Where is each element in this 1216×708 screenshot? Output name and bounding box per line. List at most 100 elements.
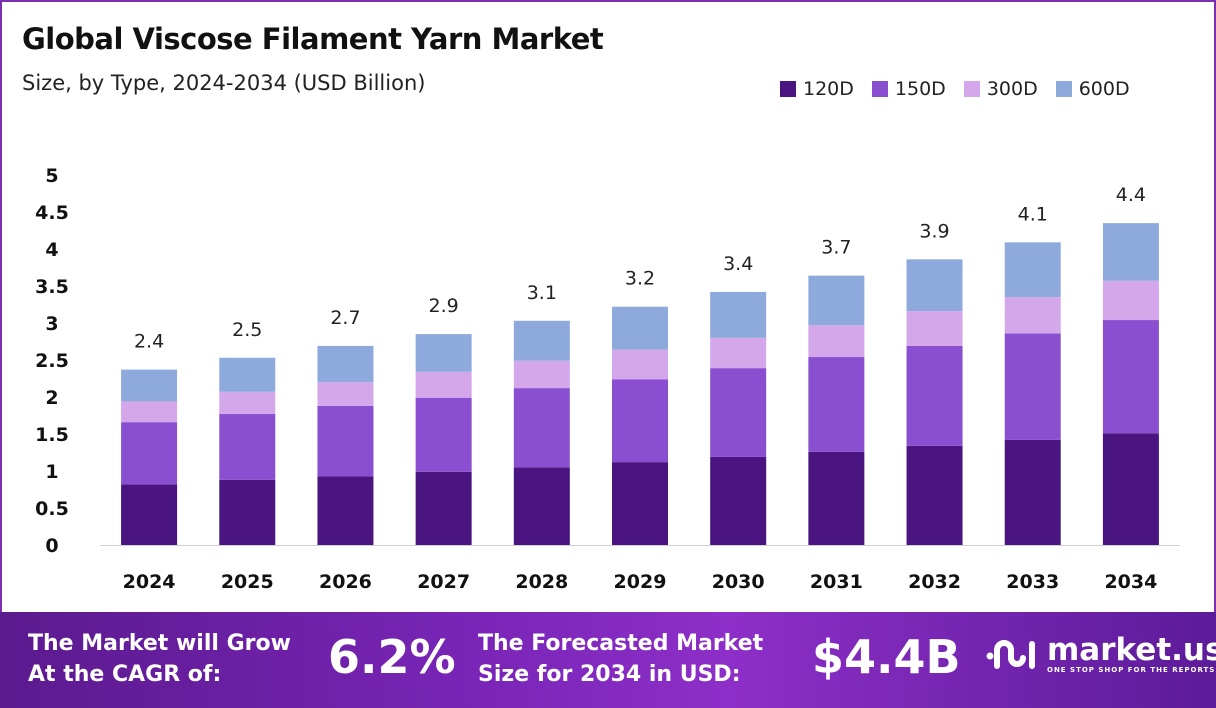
total-label: 2.4 <box>134 331 164 353</box>
y-tick-label: 1 <box>45 461 58 483</box>
bar-segment-300D-2024 <box>121 401 178 423</box>
bar-segment-120D-2032 <box>906 445 963 545</box>
x-tick-label: 2028 <box>515 571 568 593</box>
chart-title: Global Viscose Filament Yarn Market <box>22 22 604 56</box>
legend-label: 300D <box>986 78 1038 100</box>
logo-icon <box>986 640 1035 669</box>
bar-segment-600D-2025 <box>219 357 276 392</box>
bar-segment-600D-2028 <box>513 320 570 361</box>
total-label: 3.9 <box>919 220 949 242</box>
y-tick-label: 0 <box>45 535 58 557</box>
forecast-label: The Forecasted Market Size for 2034 in U… <box>478 628 763 690</box>
bar-segment-120D-2025 <box>219 479 276 545</box>
x-tick-label: 2034 <box>1104 571 1157 593</box>
bar-segment-300D-2034 <box>1102 280 1159 321</box>
bar-segment-300D-2030 <box>710 337 767 369</box>
legend-item-150D: 150D <box>871 78 946 100</box>
bar-segment-150D-2026 <box>317 405 374 477</box>
bar-segment-600D-2031 <box>808 275 865 326</box>
bar-segment-120D-2027 <box>415 471 472 545</box>
bar-segment-600D-2027 <box>415 334 472 372</box>
legend-label: 150D <box>894 78 946 100</box>
footer-banner: The Market will Grow At the CAGR of: 6.2… <box>0 612 1216 708</box>
total-label: 2.5 <box>232 319 262 341</box>
x-tick-label: 2033 <box>1006 571 1059 593</box>
bar-segment-600D-2026 <box>317 345 374 383</box>
legend-label: 120D <box>803 78 854 100</box>
legend-label: 600D <box>1078 78 1130 100</box>
chart-subtitle: Size, by Type, 2024-2034 (USD Billion) <box>22 71 426 95</box>
legend: 120D 150D 300D 600D <box>780 78 1130 100</box>
bar-segment-150D-2025 <box>219 414 276 480</box>
legend-swatch <box>1055 81 1072 97</box>
y-tick-label: 0.5 <box>35 498 69 520</box>
bar-segment-300D-2032 <box>906 311 963 346</box>
logo-name: market.us <box>1047 632 1216 668</box>
bar-segment-600D-2030 <box>710 291 767 338</box>
forecast-value: $4.4B <box>812 630 961 684</box>
total-label: 3.1 <box>527 282 557 304</box>
bar-segment-120D-2030 <box>710 456 767 545</box>
bar-segment-150D-2028 <box>513 388 570 468</box>
y-tick-label: 1.5 <box>35 424 69 446</box>
y-tick-label: 2.5 <box>35 350 69 372</box>
cagr-label-line2: At the CAGR of: <box>28 662 222 687</box>
bar-segment-300D-2027 <box>415 371 472 398</box>
total-label: 3.4 <box>723 253 753 275</box>
legend-swatch <box>963 81 980 97</box>
total-label: 2.9 <box>429 295 459 317</box>
bar-segment-150D-2034 <box>1102 320 1159 434</box>
y-tick-label: 3.5 <box>35 276 69 298</box>
y-tick-label: 4 <box>45 239 58 261</box>
bar-segment-600D-2032 <box>906 259 963 312</box>
total-label: 4.1 <box>1018 203 1048 225</box>
bar-segment-300D-2029 <box>612 349 668 380</box>
x-tick-label: 2027 <box>417 571 470 593</box>
forecast-label-line2: Size for 2034 in USD: <box>478 662 741 687</box>
y-tick-label: 4.5 <box>35 202 69 224</box>
bar-segment-150D-2032 <box>906 345 963 446</box>
y-tick-label: 3 <box>45 313 58 335</box>
market-us-logo: market.us ONE STOP SHOP FOR THE REPORTS <box>985 634 1216 674</box>
bar-segment-300D-2028 <box>513 360 570 389</box>
y-tick-label: 2 <box>45 387 58 409</box>
legend-item-120D: 120D <box>780 78 854 100</box>
logo-tagline: ONE STOP SHOP FOR THE REPORTS <box>1047 666 1216 674</box>
cagr-label: The Market will Grow At the CAGR of: <box>28 628 291 690</box>
bar-segment-600D-2029 <box>612 306 668 350</box>
bar-segment-150D-2029 <box>612 379 668 463</box>
total-label: 3.2 <box>625 268 655 290</box>
x-tick-label: 2029 <box>614 571 667 593</box>
forecast-label-line1: The Forecasted Market <box>478 631 764 656</box>
legend-swatch <box>780 81 796 97</box>
bar-segment-600D-2024 <box>121 369 178 402</box>
bar-segment-120D-2029 <box>612 462 668 545</box>
x-tick-label: 2026 <box>319 571 372 593</box>
cagr-label-line1: The Market will Grow <box>28 631 291 656</box>
x-tick-label: 2025 <box>221 571 274 593</box>
legend-swatch <box>871 81 888 97</box>
bar-segment-120D-2024 <box>121 484 178 545</box>
legend-item-600D: 600D <box>1055 78 1130 100</box>
bar-segment-150D-2024 <box>121 422 178 485</box>
bar-segment-150D-2027 <box>415 397 472 472</box>
x-tick-label: 2032 <box>908 571 961 593</box>
total-label: 2.7 <box>330 307 360 329</box>
x-tick-label: 2031 <box>810 571 863 593</box>
bar-segment-300D-2025 <box>219 391 276 415</box>
x-tick-label: 2024 <box>123 571 176 593</box>
bar-segment-120D-2033 <box>1004 439 1061 545</box>
cagr-value: 6.2% <box>328 630 456 684</box>
bar-segment-300D-2033 <box>1004 297 1061 334</box>
bar-segment-120D-2034 <box>1102 433 1159 545</box>
bar-segment-150D-2030 <box>710 368 767 457</box>
bar-segment-120D-2031 <box>808 451 865 545</box>
x-tick-label: 2030 <box>712 571 765 593</box>
total-label: 3.7 <box>821 237 851 259</box>
stacked-bar-chart: 0 0.5 1 1.5 2 2.5 3 3.5 4 4.5 5 2.4 2024 2.5 2025 2.7 20… <box>35 165 1180 593</box>
bar-segment-150D-2031 <box>808 357 865 452</box>
bar-segment-600D-2034 <box>1102 223 1159 281</box>
bar-segment-150D-2033 <box>1004 333 1061 440</box>
y-tick-label: 5 <box>45 165 58 187</box>
